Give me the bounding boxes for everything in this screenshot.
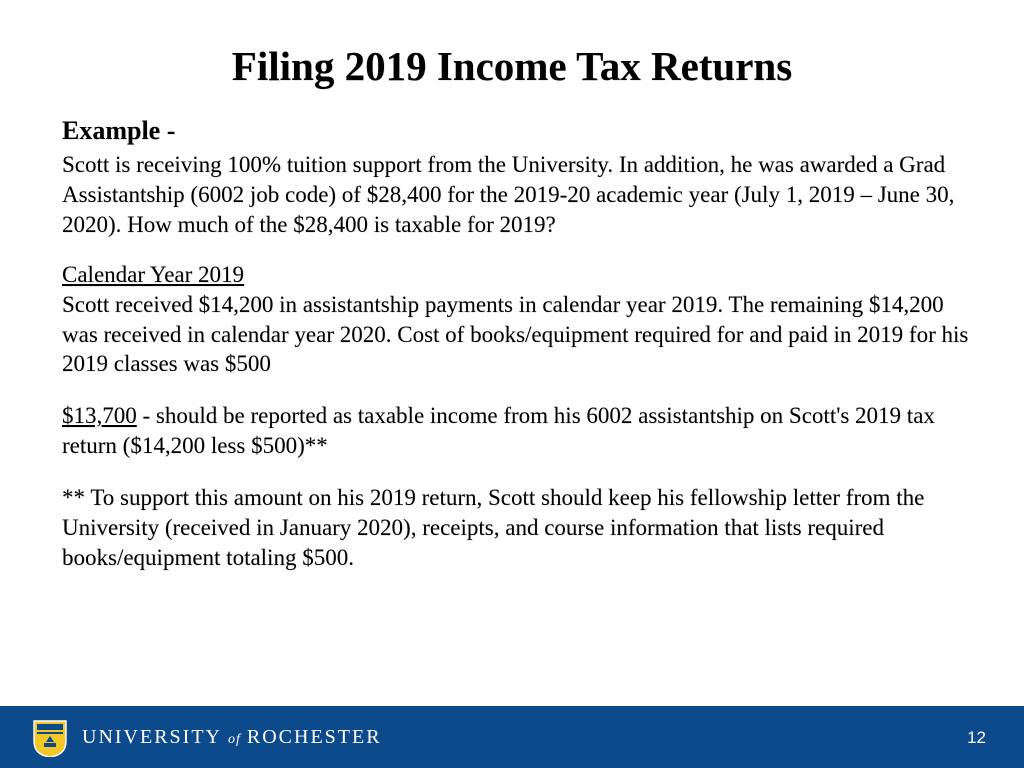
university-wordmark: UNIVERSITY of ROCHESTER	[82, 726, 382, 749]
slide-title: Filing 2019 Income Tax Returns	[0, 42, 1024, 90]
wordmark-university: UNIVERSITY	[82, 726, 222, 748]
taxable-amount-value: $13,700	[62, 403, 137, 428]
taxable-amount-explanation: - should be reported as taxable income f…	[62, 403, 935, 458]
paragraph-calendar-year: Scott received $14,200 in assistantship …	[62, 290, 972, 380]
page-number: 12	[967, 728, 986, 748]
section-heading-calendar-year: Calendar Year 2019	[62, 262, 972, 288]
university-crest-icon	[32, 717, 68, 757]
footer-brand: UNIVERSITY of ROCHESTER	[0, 717, 382, 757]
footer-bar: UNIVERSITY of ROCHESTER 12	[0, 706, 1024, 768]
example-label: Example -	[62, 116, 972, 146]
wordmark-of: of	[226, 732, 243, 747]
wordmark-rochester: ROCHESTER	[247, 726, 382, 748]
paragraph-taxable-amount: $13,700 - should be reported as taxable …	[62, 401, 972, 461]
paragraph-intro: Scott is receiving 100% tuition support …	[62, 150, 972, 240]
slide-body: Example - Scott is receiving 100% tuitio…	[62, 116, 972, 573]
slide: Filing 2019 Income Tax Returns Example -…	[0, 0, 1024, 768]
paragraph-footnote: ** To support this amount on his 2019 re…	[62, 483, 972, 573]
